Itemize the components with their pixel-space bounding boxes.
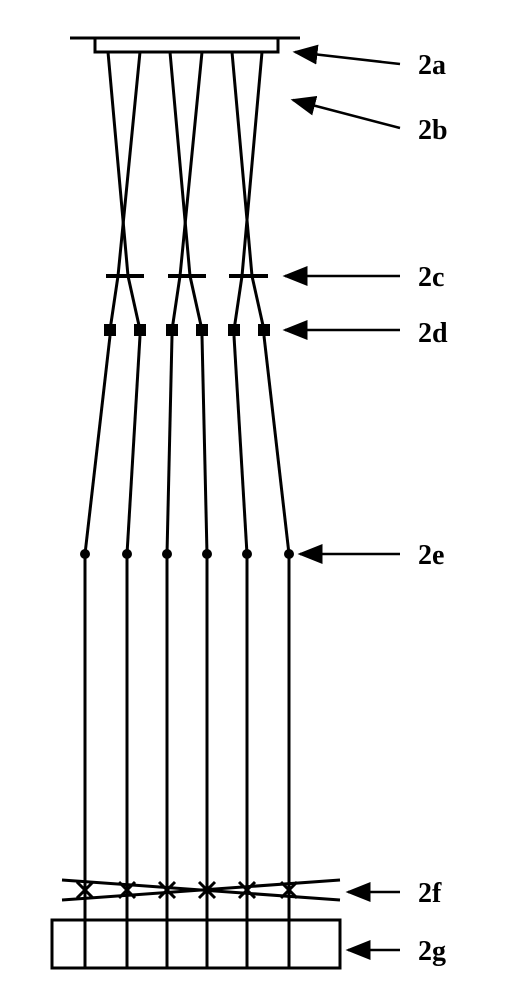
seg-cd [110, 276, 118, 330]
seg-de [264, 336, 289, 554]
bottom-plate [52, 920, 340, 968]
seg-de [234, 336, 247, 554]
beam-line [180, 52, 202, 276]
label-2g: 2g [418, 936, 446, 968]
seg-cd [190, 276, 202, 330]
beam-line [242, 52, 262, 276]
beam-line [232, 52, 252, 276]
seg-de [127, 336, 140, 554]
node-2d [228, 324, 240, 336]
seg-de [202, 336, 207, 554]
node-2d [104, 324, 116, 336]
node-2d [134, 324, 146, 336]
diagram-svg [0, 0, 522, 1000]
seg-cd [252, 276, 264, 330]
node-2d [196, 324, 208, 336]
label-2e: 2e [418, 540, 444, 572]
label-2a: 2a [418, 50, 446, 82]
schematic-diagram: 2a 2b 2c 2d 2e 2f 2g [0, 0, 522, 1000]
beam-line [170, 52, 190, 276]
beam-line [118, 52, 140, 276]
seg-cd [172, 276, 180, 330]
arrow-2b [293, 100, 400, 128]
label-2d: 2d [418, 318, 448, 350]
node-2d [166, 324, 178, 336]
seg-cd [128, 276, 140, 330]
seg-cd [234, 276, 242, 330]
seg-de [167, 336, 172, 554]
label-2b: 2b [418, 115, 448, 147]
label-2f: 2f [418, 878, 441, 910]
seg-de [85, 336, 110, 554]
node-2d [258, 324, 270, 336]
beam-line [108, 52, 128, 276]
arrow-2a [295, 52, 400, 64]
label-2c: 2c [418, 262, 444, 294]
top-plate-box [95, 38, 278, 52]
